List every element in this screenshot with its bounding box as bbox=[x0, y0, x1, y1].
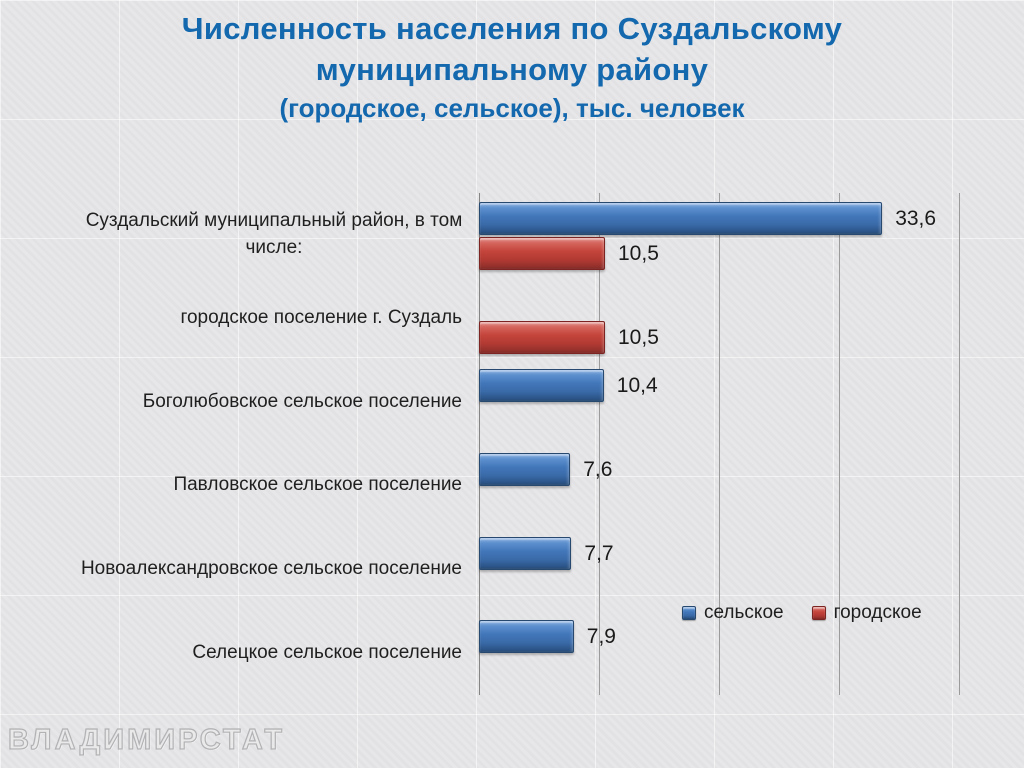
value-label: 7,6 bbox=[583, 458, 613, 481]
value-label: 10,5 bbox=[618, 242, 659, 265]
value-label: 7,7 bbox=[584, 541, 614, 565]
gridline-x-30 bbox=[839, 193, 840, 695]
chart-row-3: Боголюбовское сельское поселение 10,4 bbox=[0, 360, 1024, 444]
legend-swatch-городское-icon bbox=[811, 606, 826, 620]
gridline-x-10 bbox=[599, 193, 600, 695]
value-label: 33,6 bbox=[895, 207, 937, 230]
category-label: Новоалександровское сельское поселение bbox=[80, 558, 462, 579]
chart-row-6: Селецкое сельское поселение 7,9 bbox=[0, 611, 1024, 695]
category-label: Боголюбовское сельское поселение bbox=[142, 390, 462, 412]
legend-label: сельское bbox=[704, 602, 784, 623]
gridline-x-20 bbox=[719, 193, 720, 695]
value-label: 10,5 bbox=[618, 325, 659, 349]
gridline-x-40 bbox=[959, 193, 960, 695]
bar-сельское bbox=[479, 369, 604, 403]
chart-title-line1: Численность населения по Суздальскому bbox=[181, 11, 843, 46]
category-label: Селецкое сельское поселение bbox=[192, 641, 462, 663]
watermark: ВЛАДИМИРСТАТ bbox=[7, 723, 286, 756]
chart-title-line2: муниципальному району bbox=[315, 52, 709, 87]
category-label: городское поселение г. Суздаль bbox=[180, 307, 462, 328]
legend-item-сельское: сельское bbox=[682, 602, 784, 624]
bar-сельское bbox=[479, 453, 571, 486]
chart-title-line3: (городское, сельское), тыс. человек bbox=[279, 93, 745, 123]
legend-swatch-сельское-icon bbox=[682, 606, 696, 620]
chart-plot-area: Суздальский муниципальный район, в том ч… bbox=[0, 193, 1024, 695]
legend-item-городское: городское bbox=[811, 602, 922, 624]
category-axis-line bbox=[479, 193, 480, 695]
value-label: 10,4 bbox=[616, 374, 658, 398]
chart-row-4: Павловское сельское поселение 7,6 bbox=[0, 444, 1024, 528]
bar-сельское bbox=[479, 536, 572, 570]
chart-row-1: Суздальский муниципальный район, в том ч… bbox=[0, 193, 1024, 277]
category-label: Суздальский муниципальный район, в том ч… bbox=[85, 209, 463, 258]
bar-сельское bbox=[479, 202, 883, 235]
chart-legend: сельское городское bbox=[682, 602, 922, 624]
bar-городское bbox=[479, 320, 605, 354]
chart-row-5: Новоалександровское сельское поселение 7,… bbox=[0, 528, 1024, 612]
value-label: 7,9 bbox=[586, 625, 616, 649]
bar-сельское bbox=[479, 620, 574, 654]
legend-label: городское bbox=[833, 602, 922, 623]
chart-row-2: городское поселение г. Суздаль 10,5 bbox=[0, 277, 1024, 361]
chart-title: Численность населения по Суздальскому му… bbox=[0, 8, 1024, 126]
bar-городское bbox=[479, 237, 605, 270]
category-label: Павловское сельское поселение bbox=[173, 474, 462, 496]
